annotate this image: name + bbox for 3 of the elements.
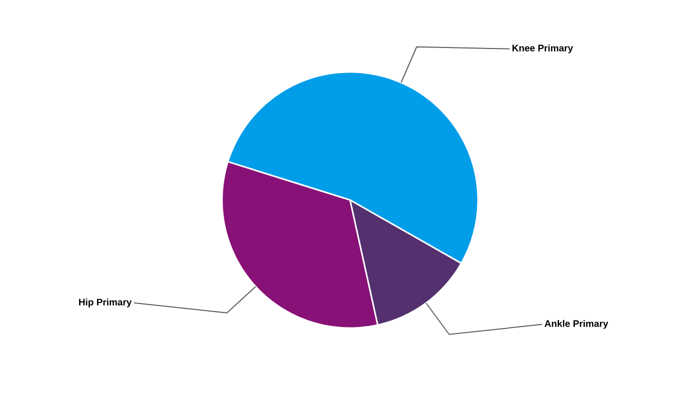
slice-label: Hip Primary <box>79 298 132 308</box>
slice-label: Ankle Primary <box>544 320 608 329</box>
slice-label: Knee Primary <box>512 44 574 54</box>
